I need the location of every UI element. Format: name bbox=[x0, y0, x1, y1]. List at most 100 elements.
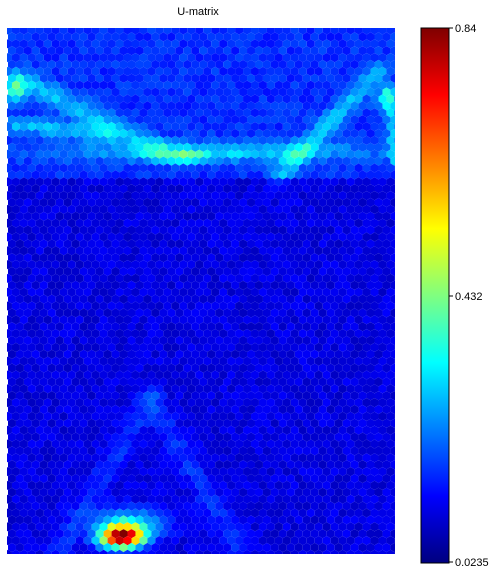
hex-cell bbox=[318, 73, 327, 83]
hex-cell bbox=[290, 177, 299, 187]
hex-cell bbox=[19, 218, 28, 228]
hex-cell bbox=[203, 453, 212, 463]
hex-cell bbox=[386, 204, 395, 214]
hex-cell bbox=[123, 315, 132, 325]
hex-cell bbox=[270, 377, 279, 387]
hex-cell bbox=[326, 156, 335, 166]
hex-cell bbox=[378, 356, 387, 366]
hex-cell bbox=[203, 66, 212, 76]
hex-cell bbox=[111, 542, 120, 553]
hex-cell bbox=[15, 294, 24, 304]
hex-cell bbox=[15, 266, 24, 277]
hex-cell bbox=[51, 39, 60, 49]
hex-cell bbox=[19, 53, 28, 63]
hex-cell bbox=[159, 308, 168, 318]
hex-cell bbox=[211, 522, 220, 532]
hex-cell bbox=[262, 87, 271, 97]
hex-cell bbox=[47, 46, 56, 56]
hex-cell bbox=[251, 53, 259, 63]
hex-cell bbox=[31, 266, 40, 277]
hex-grid bbox=[7, 28, 395, 554]
hex-cell bbox=[75, 135, 84, 145]
hex-cell bbox=[231, 59, 240, 70]
hex-cell bbox=[350, 294, 359, 304]
hex-cell bbox=[127, 542, 136, 553]
hex-cell bbox=[79, 73, 88, 83]
hex-cell bbox=[95, 446, 104, 456]
hex-cell bbox=[235, 536, 244, 546]
hex-cell bbox=[215, 515, 224, 525]
hex-cell bbox=[75, 301, 84, 311]
hex-cell bbox=[47, 280, 56, 290]
hex-cell bbox=[95, 418, 104, 428]
hex-cell bbox=[11, 80, 20, 90]
hex-cell bbox=[219, 522, 228, 532]
hex-cell bbox=[59, 301, 68, 311]
hex-cell bbox=[127, 363, 136, 373]
hex-cell bbox=[338, 39, 347, 49]
hex-cell bbox=[330, 480, 339, 490]
hex-cell bbox=[51, 108, 60, 118]
hex-cell bbox=[258, 191, 267, 201]
hex-cell bbox=[318, 487, 327, 497]
hex-cell bbox=[298, 53, 307, 63]
hex-cell bbox=[43, 122, 52, 132]
hex-cell bbox=[107, 149, 116, 159]
hex-cell bbox=[59, 66, 68, 76]
hex-cell bbox=[191, 184, 200, 194]
hex-cell bbox=[39, 322, 48, 332]
hex-cell bbox=[254, 115, 263, 125]
hex-cell bbox=[143, 515, 152, 525]
hex-cell bbox=[382, 487, 391, 497]
hex-cell bbox=[135, 501, 144, 511]
hex-cell bbox=[79, 253, 88, 263]
hex-cell bbox=[15, 391, 24, 401]
hex-cell bbox=[51, 315, 60, 325]
hex-cell bbox=[231, 391, 240, 401]
hex-cell bbox=[63, 170, 72, 180]
hex-cell bbox=[67, 287, 76, 297]
hex-cell bbox=[39, 253, 48, 263]
hex-cell bbox=[139, 342, 148, 352]
hex-cell bbox=[139, 273, 148, 283]
hex-cell bbox=[314, 287, 323, 297]
hex-cell bbox=[254, 239, 263, 249]
hex-cell bbox=[199, 239, 208, 249]
hex-cell bbox=[211, 218, 220, 228]
hex-cell bbox=[306, 329, 315, 339]
hex-cell bbox=[51, 177, 60, 187]
hex-cell bbox=[215, 418, 224, 428]
hex-cell bbox=[306, 287, 315, 297]
hex-cell bbox=[386, 549, 395, 554]
hex-cell bbox=[15, 404, 24, 415]
hex-cell bbox=[294, 294, 303, 304]
hex-cell bbox=[374, 501, 383, 511]
hex-cell bbox=[322, 467, 331, 477]
hex-cell bbox=[254, 87, 263, 97]
hex-cell bbox=[251, 66, 259, 76]
hex-cell bbox=[306, 163, 315, 173]
hex-cell bbox=[71, 211, 80, 221]
hex-cell bbox=[31, 225, 40, 235]
hex-cell bbox=[147, 467, 156, 477]
hex-cell bbox=[175, 418, 184, 428]
hex-cell bbox=[266, 28, 275, 35]
hex-cell bbox=[215, 239, 224, 249]
hex-cell bbox=[147, 218, 156, 228]
hex-cell bbox=[326, 391, 335, 401]
hex-cell bbox=[63, 211, 72, 221]
hex-cell bbox=[390, 432, 395, 442]
hex-cell bbox=[19, 342, 28, 352]
hex-cell bbox=[258, 370, 267, 380]
hex-cell bbox=[211, 53, 220, 63]
hex-cell bbox=[282, 204, 291, 214]
hex-cell bbox=[179, 287, 188, 297]
hex-cell bbox=[251, 28, 259, 35]
hex-cell bbox=[15, 487, 24, 497]
hex-cell bbox=[115, 287, 124, 297]
hex-cell bbox=[27, 549, 36, 554]
hex-cell bbox=[31, 253, 40, 263]
hex-cell bbox=[239, 32, 248, 42]
hex-cell bbox=[139, 28, 148, 35]
hex-cell bbox=[350, 308, 359, 318]
